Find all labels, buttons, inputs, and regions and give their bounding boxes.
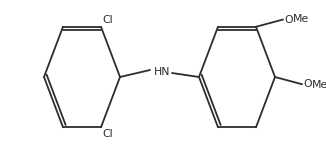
Text: Cl: Cl xyxy=(102,129,112,139)
Text: Me: Me xyxy=(293,14,309,24)
Text: O: O xyxy=(303,79,312,89)
Text: Me: Me xyxy=(312,80,326,90)
Text: HN: HN xyxy=(154,67,170,77)
Text: Cl: Cl xyxy=(102,15,112,25)
Text: O: O xyxy=(284,15,293,24)
